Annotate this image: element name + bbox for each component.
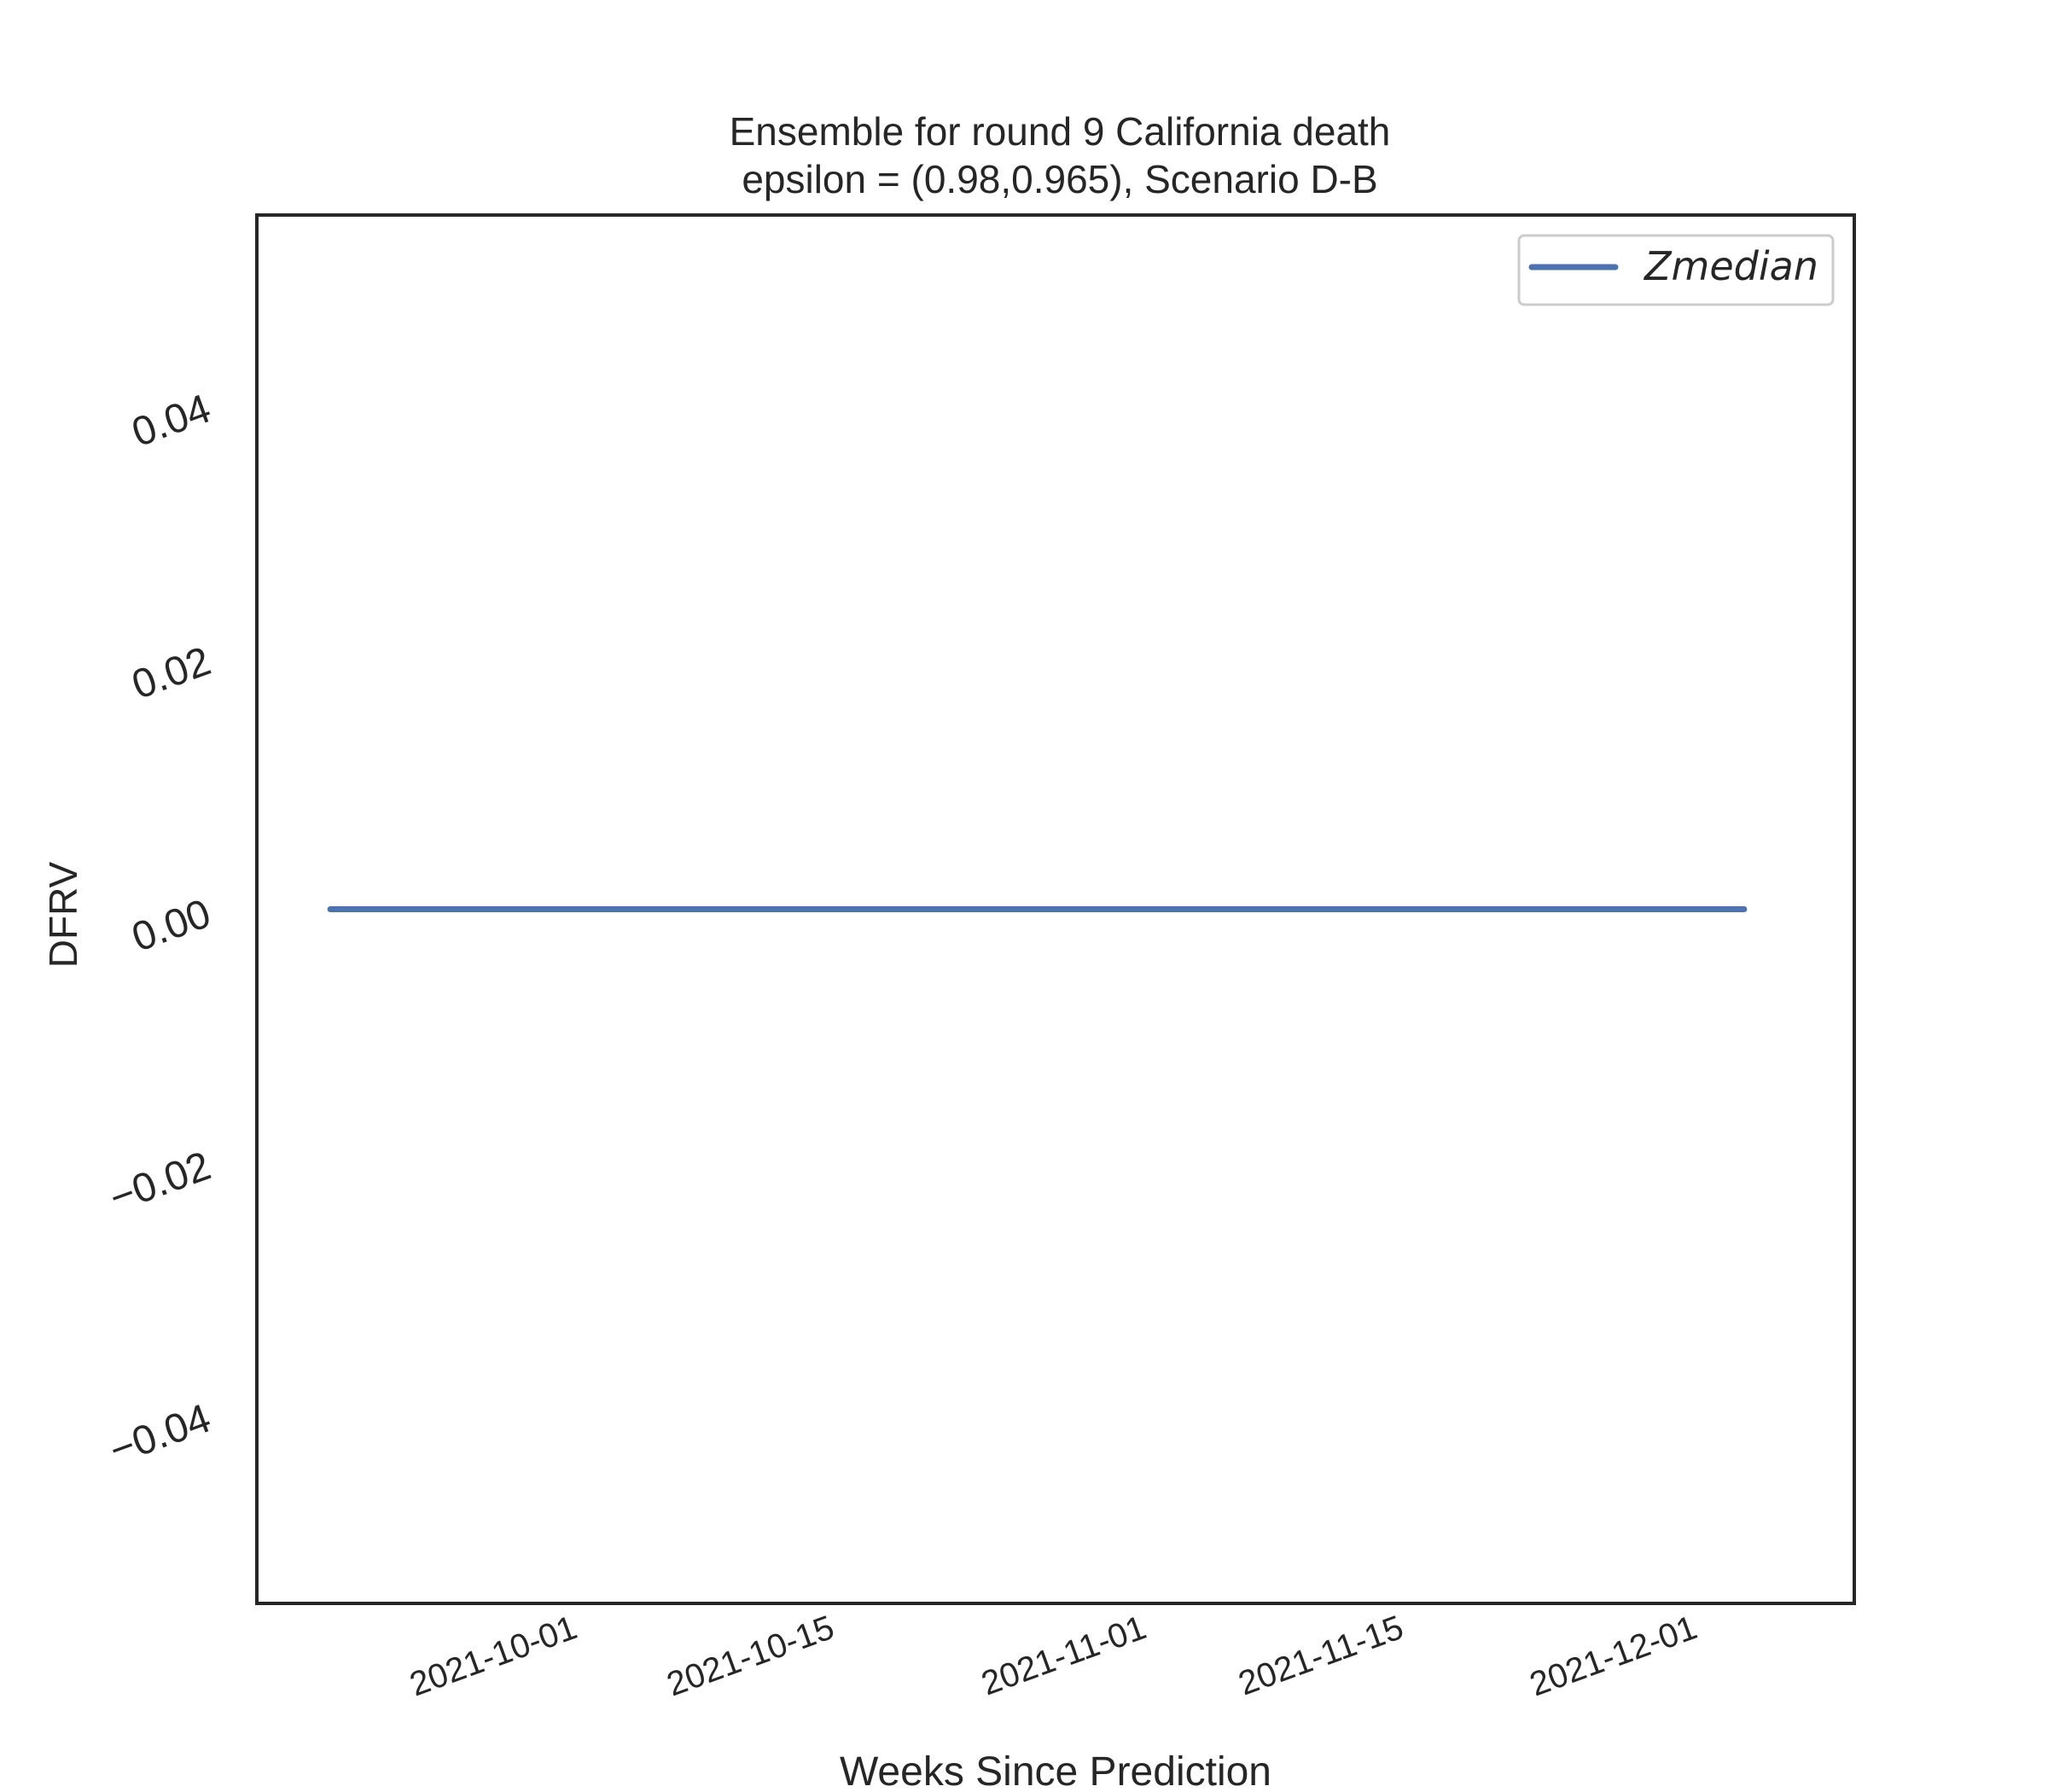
axes-frame: [255, 213, 1856, 1605]
legend: Zmedian: [1517, 234, 1835, 306]
x-axis-label: Weeks Since Prediction: [840, 1749, 1271, 1792]
chart-title-line-1: Ensemble for round 9 California death: [730, 109, 1391, 154]
legend-label-zmedian: Zmedian: [1643, 243, 1818, 289]
y-axis-label: DFRV: [41, 861, 85, 968]
legend-box: [1517, 234, 1835, 306]
chart-title-line-2: epsilon = (0.98,0.965), Scenario D-B: [742, 157, 1377, 201]
